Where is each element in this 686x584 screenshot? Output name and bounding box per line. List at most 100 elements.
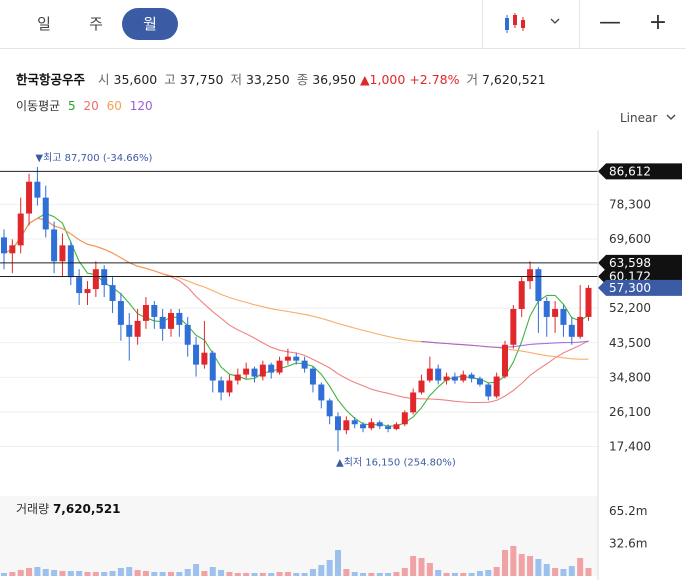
volume-bar bbox=[410, 556, 417, 576]
volume-bar bbox=[226, 572, 233, 576]
volume-bar bbox=[134, 570, 141, 576]
volume-bar bbox=[126, 567, 133, 576]
candle-body bbox=[42, 197, 49, 230]
volume-bar bbox=[552, 568, 559, 576]
volume-label: 거 bbox=[466, 72, 479, 87]
volume-bar bbox=[17, 570, 24, 576]
candle-body bbox=[426, 368, 433, 381]
candle-body bbox=[410, 392, 417, 413]
volume-bar bbox=[59, 571, 66, 576]
volume-bar bbox=[543, 564, 550, 576]
candle-body bbox=[309, 368, 316, 385]
volume-bar bbox=[435, 570, 442, 576]
volume-bar bbox=[234, 573, 241, 576]
candle-body bbox=[209, 352, 216, 381]
volume-panel-title: 거래량 7,620,521 bbox=[16, 500, 121, 517]
volume-bar bbox=[318, 565, 325, 576]
volume-bar bbox=[385, 573, 392, 576]
price-tag bbox=[598, 279, 682, 296]
candle-body bbox=[418, 380, 425, 393]
chart-type-selector[interactable] bbox=[482, 0, 580, 48]
volume-bar bbox=[243, 573, 250, 576]
candle-body bbox=[268, 364, 275, 373]
candle-body bbox=[193, 344, 200, 365]
tab-monthly[interactable]: 월 bbox=[122, 8, 178, 40]
scale-mode-dropdown[interactable]: Linear bbox=[620, 111, 677, 125]
candle-body bbox=[585, 287, 592, 317]
candle-body bbox=[251, 368, 258, 377]
volume-bar bbox=[485, 570, 492, 576]
volume-bar bbox=[493, 567, 500, 576]
volume-bar bbox=[26, 568, 33, 576]
price-tick-label: 34,800 bbox=[609, 370, 651, 384]
candle-body bbox=[84, 289, 91, 294]
candle-body bbox=[351, 420, 358, 425]
volume-bar bbox=[585, 568, 592, 576]
volume-bar bbox=[451, 573, 458, 576]
candle-body bbox=[401, 412, 408, 425]
volume-bar bbox=[34, 567, 41, 576]
volume-bar bbox=[159, 572, 166, 576]
candle-body bbox=[443, 376, 450, 381]
candle-body bbox=[284, 356, 291, 361]
volume-panel-value: 7,620,521 bbox=[52, 502, 121, 516]
candle-body bbox=[76, 277, 83, 294]
open-value: 35,600 bbox=[113, 72, 158, 87]
volume-bar bbox=[76, 571, 83, 576]
candle-body bbox=[126, 324, 133, 337]
candle-body bbox=[376, 422, 383, 427]
volume-bar bbox=[326, 560, 333, 576]
candle-body bbox=[435, 368, 442, 381]
stock-name: 한국항공우주 bbox=[16, 72, 86, 87]
volume-value: 7,620,521 bbox=[482, 72, 546, 87]
volume-bar bbox=[401, 568, 408, 576]
candle-body bbox=[59, 245, 66, 262]
price-tick-label: 78,300 bbox=[609, 197, 651, 211]
candle-body bbox=[493, 376, 500, 397]
candle-body bbox=[109, 285, 116, 302]
candle-body bbox=[26, 181, 33, 214]
price-chart[interactable]: 78,300 69,600 52,200 43,500 34,800 26,100 17,4… bbox=[0, 130, 686, 584]
price-tick-label: 26,100 bbox=[609, 405, 651, 419]
volume-bar bbox=[109, 571, 116, 576]
volume-bar bbox=[527, 556, 534, 576]
close-label: 종 bbox=[296, 72, 309, 87]
volume-bar bbox=[92, 572, 99, 576]
price-tag-label: 57,300 bbox=[609, 281, 651, 295]
candle-body bbox=[226, 380, 233, 393]
zoom-in-button[interactable]: + bbox=[648, 10, 668, 35]
volume-bar bbox=[535, 559, 542, 576]
volume-bar bbox=[518, 554, 525, 576]
tab-weekly[interactable]: 주 bbox=[89, 15, 103, 33]
zoom-out-button[interactable]: — bbox=[599, 10, 621, 35]
volume-panel-label: 거래량 bbox=[16, 502, 50, 516]
candle-body bbox=[293, 356, 300, 361]
close-value: 36,950 bbox=[312, 72, 356, 87]
volume-bar bbox=[476, 571, 483, 576]
candle-body bbox=[393, 424, 400, 430]
candle-body bbox=[9, 245, 16, 254]
candle-body bbox=[552, 308, 559, 317]
candle-body bbox=[510, 308, 517, 345]
candle-body bbox=[527, 269, 534, 282]
volume-bar bbox=[201, 571, 208, 576]
volume-bar bbox=[51, 570, 58, 576]
candle-body bbox=[568, 324, 575, 337]
low-label: 저 bbox=[230, 72, 242, 87]
candle-body bbox=[276, 360, 283, 373]
candle-body bbox=[335, 416, 341, 431]
tab-daily[interactable]: 일 bbox=[37, 15, 51, 33]
candle-body bbox=[117, 301, 124, 325]
candle-body bbox=[51, 229, 58, 262]
candle-body bbox=[243, 368, 250, 375]
volume-bar bbox=[360, 573, 367, 576]
ma20-legend: 20 bbox=[83, 99, 99, 113]
volume-bar bbox=[67, 571, 74, 576]
volume-bar bbox=[1, 573, 7, 576]
volume-tick-label: 65.2m bbox=[609, 504, 647, 518]
volume-bar bbox=[510, 546, 517, 576]
volume-bar bbox=[268, 573, 275, 576]
volume-bar bbox=[193, 564, 200, 576]
candle-body bbox=[234, 374, 241, 381]
price-tick-label: 43,500 bbox=[609, 336, 651, 350]
